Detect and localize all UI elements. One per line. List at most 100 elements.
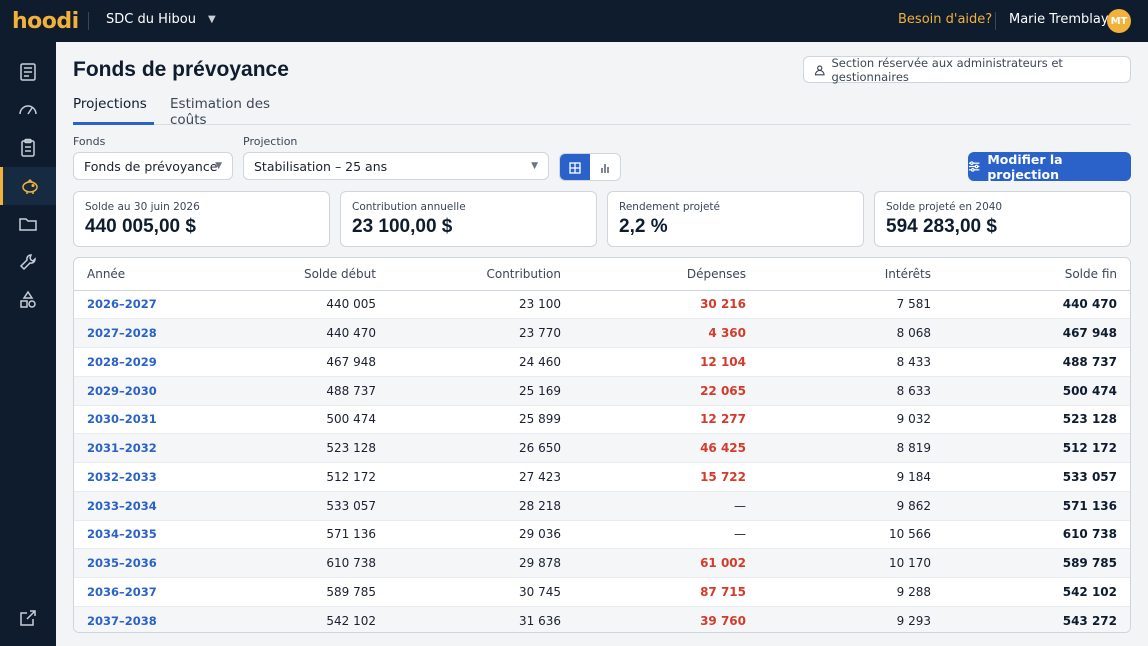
column-header-end-balance[interactable]: Solde fin	[944, 258, 1130, 291]
summary-card-return: Rendement projeté 2,2 %	[607, 191, 864, 247]
cell-start-balance: 523 128	[209, 433, 389, 463]
table-row: 2036–2037 589 785 30 745 87 715 9 288 542 102	[74, 577, 1130, 607]
chevron-down-icon: ▼	[215, 161, 222, 171]
table-row: 2030–2031 500 474 25 899 12 277 9 032 523 128	[74, 405, 1130, 435]
summary-card-projected-balance: Solde projeté en 2040 594 283,00 $	[874, 191, 1131, 247]
cell-contribution: 30 745	[389, 577, 574, 607]
sidebar-item-documents[interactable]	[0, 53, 56, 91]
card-label: Solde projeté en 2040	[886, 201, 1003, 213]
cell-expenses: 4 360	[574, 318, 759, 348]
card-label: Contribution annuelle	[352, 201, 466, 213]
restricted-label: Section réservée aux administrateurs et …	[831, 55, 1063, 84]
cell-year[interactable]: 2035–2036	[74, 548, 209, 578]
cell-expenses: —	[574, 491, 759, 521]
cell-end-balance: 543 272	[944, 606, 1130, 632]
cell-start-balance: 610 738	[209, 548, 389, 578]
table-row: 2033–2034 533 057 28 218—9 862 571 136	[74, 491, 1130, 521]
cell-end-balance: 533 057	[944, 462, 1130, 492]
avatar[interactable]: MT	[1107, 9, 1131, 33]
tab-projections[interactable]: Projections	[73, 96, 154, 125]
app-logo[interactable]: hoodi	[12, 8, 79, 34]
cell-year[interactable]: 2037–2038	[74, 606, 209, 632]
cell-contribution: 29 878	[389, 548, 574, 578]
cell-interest: 9 288	[759, 577, 944, 607]
user-name[interactable]: Marie Tremblay	[1009, 12, 1109, 27]
cell-year[interactable]: 2033–2034	[74, 491, 209, 521]
sidebar-item-files[interactable]	[0, 205, 56, 243]
sidebar-item-tasks[interactable]	[0, 129, 56, 167]
chart-view-button[interactable]	[590, 154, 620, 180]
table-row: 2035–2036 610 738 29 878 61 002 10 170 589 78…	[74, 548, 1130, 578]
cell-start-balance: 571 136	[209, 520, 389, 550]
edit-projection-button[interactable]: Modifier la projection	[968, 152, 1131, 182]
organization-selector[interactable]: SDC du Hibou ▼	[106, 12, 216, 27]
column-header-contribution[interactable]: Contribution	[389, 258, 574, 291]
document-list-icon	[20, 63, 36, 81]
table-row: 2034–2035 571 136 29 036—10 566 610 738	[74, 520, 1130, 550]
table-row: 2029–2030 488 737 25 169 22 065 8 633 500 474	[74, 376, 1130, 406]
projection-table: Année Solde début Contribution Dépenses …	[73, 257, 1131, 633]
fund-select-value: Fonds de prévoyance	[84, 158, 218, 174]
organization-name: SDC du Hibou	[106, 12, 196, 27]
cell-end-balance: 488 737	[944, 347, 1130, 377]
projection-select[interactable]: Stabilisation – 25 ans ▼	[243, 152, 549, 180]
sidebar-item-dashboard[interactable]	[0, 91, 56, 129]
column-header-start-balance[interactable]: Solde début	[209, 258, 389, 291]
cell-year[interactable]: 2026–2027	[74, 290, 209, 320]
cell-expenses: 12 104	[574, 347, 759, 377]
cell-start-balance: 542 102	[209, 606, 389, 632]
table-row: 2031–2032 523 128 26 650 46 425 8 819 512 172	[74, 433, 1130, 463]
card-label: Rendement projeté	[619, 201, 720, 213]
view-toggle	[559, 153, 621, 181]
cell-interest: 9 184	[759, 462, 944, 492]
bar-chart-icon	[601, 164, 609, 173]
cell-year[interactable]: 2029–2030	[74, 376, 209, 406]
cell-interest: 8 068	[759, 318, 944, 348]
cell-expenses: 22 065	[574, 376, 759, 406]
cell-year[interactable]: 2034–2035	[74, 520, 209, 550]
help-link[interactable]: Besoin d'aide?	[898, 12, 993, 27]
cell-expenses: 39 760	[574, 606, 759, 632]
cell-contribution: 25 899	[389, 405, 574, 435]
divider	[88, 12, 89, 30]
cell-interest: 8 433	[759, 347, 944, 377]
column-header-interest[interactable]: Intérêts	[759, 258, 944, 291]
card-label: Solde au 30 juin 2026	[85, 201, 200, 213]
cell-year[interactable]: 2031–2032	[74, 433, 209, 463]
sidebar-item-maintenance[interactable]	[0, 243, 56, 281]
column-header-expenses[interactable]: Dépenses	[574, 258, 759, 291]
cell-year[interactable]: 2030–2031	[74, 405, 209, 435]
sidebar-item-components[interactable]	[0, 281, 56, 319]
cell-interest: 10 170	[759, 548, 944, 578]
table-row: 2026–2027 440 005 23 100 30 216 7 581 440 470	[74, 290, 1130, 320]
fund-select[interactable]: Fonds de prévoyance ▼	[73, 152, 233, 180]
sidebar	[0, 42, 56, 646]
cell-year[interactable]: 2028–2029	[74, 347, 209, 377]
cell-interest: 9 862	[759, 491, 944, 521]
cell-interest: 7 581	[759, 290, 944, 320]
cell-start-balance: 533 057	[209, 491, 389, 521]
card-value: 440 005,00 $	[85, 216, 196, 237]
sidebar-item-reserve-fund[interactable]	[0, 167, 56, 205]
cell-expenses: 15 722	[574, 462, 759, 492]
top-bar: hoodi SDC du Hibou ▼ Besoin d'aide? Mari…	[0, 0, 1148, 42]
cell-expenses: 12 277	[574, 405, 759, 435]
page-title: Fonds de prévoyance	[73, 58, 289, 81]
cell-contribution: 23 100	[389, 290, 574, 320]
cell-end-balance: 523 128	[944, 405, 1130, 435]
sliders-icon	[968, 161, 980, 172]
projection-label: Projection	[243, 135, 298, 148]
piggy-bank-icon	[21, 178, 38, 194]
tab-cost-estimate[interactable]: Estimation des coûts	[170, 96, 271, 128]
cell-year[interactable]: 2032–2033	[74, 462, 209, 492]
cell-year[interactable]: 2036–2037	[74, 577, 209, 607]
column-header-year[interactable]: Année	[74, 258, 209, 291]
cell-expenses: 61 002	[574, 548, 759, 578]
wrench-icon	[19, 254, 36, 271]
cell-contribution: 24 460	[389, 347, 574, 377]
sidebar-item-external[interactable]	[0, 599, 56, 637]
table-view-button[interactable]	[560, 154, 590, 180]
card-value: 594 283,00 $	[886, 216, 997, 237]
cell-contribution: 26 650	[389, 433, 574, 463]
cell-year[interactable]: 2027–2028	[74, 318, 209, 348]
